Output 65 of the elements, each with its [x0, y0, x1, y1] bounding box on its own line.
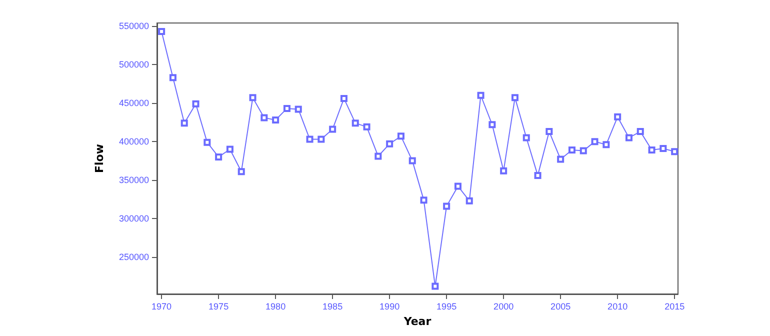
y-tick-label: 350000 [118, 175, 149, 186]
x-tick-label: 1990 [380, 302, 400, 312]
y-tick-label: 250000 [118, 252, 149, 262]
point [466, 197, 473, 204]
point [238, 168, 245, 176]
point [180, 120, 188, 127]
point [648, 146, 656, 154]
point [454, 182, 462, 190]
point [169, 74, 176, 82]
point [363, 123, 370, 130]
point [249, 94, 256, 102]
point [192, 100, 200, 108]
x-tick-label: 2000 [494, 302, 514, 312]
point [511, 94, 518, 102]
x-tick-label: 1985 [322, 302, 343, 312]
point [636, 128, 644, 136]
point [557, 156, 564, 163]
point [294, 106, 302, 113]
point [660, 144, 667, 152]
point [477, 92, 484, 99]
point [397, 132, 404, 140]
point [614, 113, 622, 120]
y-tick-label: 500000 [118, 60, 149, 70]
x-tick-label: 2005 [550, 302, 571, 312]
y-tick-label: 300000 [118, 214, 149, 224]
point [488, 121, 496, 128]
point [260, 114, 268, 122]
point [546, 128, 553, 136]
point [568, 146, 576, 154]
point [408, 157, 416, 164]
x-tick-label: 2010 [608, 302, 628, 312]
point [352, 120, 359, 127]
x-tick-label: 1970 [152, 302, 172, 312]
x-tick-label: 2015 [664, 302, 685, 312]
y-tick-label: 450000 [118, 98, 149, 108]
y-tick-label: 400000 [118, 136, 149, 147]
point [386, 140, 394, 148]
x-axis-title: Year [402, 315, 432, 328]
point [306, 136, 314, 143]
y-tick-label: 550000 [118, 21, 149, 32]
point [500, 167, 508, 174]
point [329, 126, 336, 133]
point [318, 136, 325, 143]
point [443, 202, 450, 210]
point [580, 147, 587, 154]
point [671, 148, 678, 156]
point [625, 134, 632, 142]
point [432, 282, 439, 290]
point [522, 134, 530, 142]
point [534, 172, 542, 179]
point [591, 138, 598, 146]
x-tick-label: 1975 [208, 302, 229, 312]
point [340, 94, 348, 102]
point [602, 141, 610, 148]
point [204, 138, 211, 146]
point [420, 196, 428, 204]
point [283, 104, 290, 112]
x-tick-label: 1995 [436, 302, 457, 312]
point [215, 153, 222, 160]
point [158, 28, 166, 35]
point [272, 116, 280, 124]
point [374, 152, 382, 160]
point [226, 146, 234, 153]
y-axis-title: Flow [93, 144, 106, 174]
x-tick-label: 1980 [266, 302, 286, 312]
